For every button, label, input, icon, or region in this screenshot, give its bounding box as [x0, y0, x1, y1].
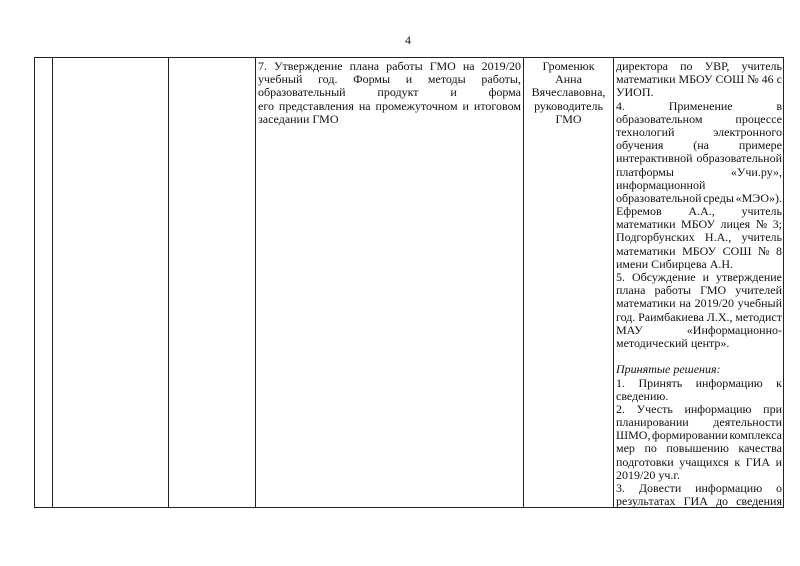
text-line-row: подготовки учащихся к ГИА и — [616, 454, 782, 469]
text-line: платформы «Учи.ру», — [616, 164, 782, 179]
text-line-row: 3. Довести информацию о — [616, 481, 782, 495]
column-divider — [255, 58, 256, 507]
text-line: Подгорбунских Н.А., учитель — [616, 230, 782, 245]
text-line: мер по повышению качества — [616, 441, 782, 456]
text-line-row: платформы «Учи.ру», — [616, 164, 782, 179]
text-line-row: математики МБОУ СОШ № 46 с — [616, 72, 782, 87]
text-line-row: 7. Утверждение плана работы ГМО на 2019/… — [258, 59, 521, 73]
text-line: директора по УВР, учитель — [616, 59, 782, 73]
text-line-row: мер по повышению качества — [616, 442, 782, 455]
text-line: сведению. — [616, 388, 669, 403]
text-line: методический центр». — [616, 335, 730, 350]
text-line-row: директора по УВР, учитель — [616, 59, 782, 73]
text-line-row: МАУ «Информационно- — [616, 322, 782, 337]
text-line-row: сведению. — [616, 388, 782, 403]
text-line-row: Ефремов А.А., учитель — [616, 204, 782, 219]
text-line-row: Анна — [524, 72, 613, 87]
text-line-row: 5. Обсуждение и утверждение — [616, 270, 782, 284]
text-line-row: ШМО, формировании комплекса — [616, 429, 782, 442]
column-divider — [523, 58, 524, 507]
text-line: 5. Обсуждение и утверждение — [616, 270, 782, 284]
text-line-row: математики МБОУ лицея № 3; — [616, 218, 782, 231]
result-cell: директора по УВР, учитель математики МБОУ… — [616, 59, 782, 509]
text-line: его представления на промежуточном и ито… — [258, 98, 521, 113]
text-line-row: математики МБОУ СОШ № 8 — [616, 243, 782, 258]
text-line-row: 1. Принять информацию к — [616, 375, 782, 390]
text-line: Вячеславовна, — [531, 85, 606, 100]
text-line-row: образовательной среды «МЭО»). — [616, 190, 782, 205]
text-line: Громенюк — [542, 59, 595, 73]
text-line: Ефремов А.А., учитель — [616, 204, 782, 219]
text-line: математики МБОУ лицея № 3; — [616, 217, 782, 232]
text-line: плана работы ГМО учителей — [616, 283, 782, 298]
minutes-table: 7. Утверждение плана работы ГМО на 2019/… — [34, 57, 784, 508]
text-line-row: ГМО — [524, 111, 613, 126]
text-line-row: технологий электронного — [616, 124, 782, 139]
column-divider — [168, 58, 169, 507]
text-line-row: образовательный продукт и форма — [258, 86, 521, 99]
text-line-row: информационной — [616, 177, 782, 192]
text-line-row: Подгорбунских Н.А., учитель — [616, 231, 782, 244]
text-line: учебный год. Формы и методы работы, — [258, 72, 521, 87]
text-line-row: математики на 2019/20 учебный — [616, 297, 782, 310]
text-line-row: учебный год. Формы и методы работы, — [258, 72, 521, 87]
text-line: УИОП. — [616, 85, 654, 100]
text-line-row: 2019/20 уч.г. — [616, 467, 782, 482]
text-line-row: плана работы ГМО учителей — [616, 283, 782, 298]
text-line: образовательный продукт и форма — [258, 85, 521, 100]
text-line-row: 2. Учесть информацию при — [616, 401, 782, 416]
text-line: математики МБОУ СОШ № 8 — [616, 243, 782, 258]
text-line: МАУ «Информационно- — [616, 322, 782, 337]
text-line-row: УИОП. — [616, 86, 782, 99]
text-line-row: его представления на промежуточном и ито… — [258, 98, 521, 113]
text-line: обучения (на примере — [616, 138, 782, 153]
text-line: 7. Утверждение плана работы ГМО на 2019/… — [258, 59, 521, 73]
text-line: планировании деятельности — [616, 415, 782, 430]
text-line: ШМО, формировании комплекса — [616, 428, 782, 443]
text-line-row: обучения (на примере — [616, 138, 782, 153]
text-line: математики на 2019/20 учебный — [616, 296, 782, 311]
page-number: 4 — [405, 33, 411, 47]
text-line: подготовки учащихся к ГИА и — [616, 454, 782, 469]
text-line: информационной — [616, 177, 706, 192]
text-line: заседании ГМО — [258, 111, 339, 126]
text-line: 3. Довести информацию о — [616, 481, 782, 495]
text-line: 2019/20 уч.г. — [616, 467, 680, 482]
text-line: ГМО — [555, 111, 582, 126]
text-line: 1. Принять информацию к — [616, 375, 782, 390]
agenda-topic-cell: 7. Утверждение плана работы ГМО на 2019/… — [258, 59, 521, 126]
text-line: математики МБОУ СОШ № 46 с — [616, 72, 782, 87]
text-line-row: Принятые решения: — [616, 363, 782, 376]
text-line: 2. Учесть информацию при — [616, 401, 782, 416]
text-line-row: год. Раимбакиева Л.Х., методист — [616, 309, 782, 324]
text-line: результатах ГИА до сведения — [616, 494, 782, 509]
text-line-row: руководитель — [524, 98, 613, 113]
column-divider — [613, 58, 614, 507]
text-line: интерактивной образовательной — [616, 151, 782, 166]
text-line: 4. Применение в — [616, 98, 782, 113]
text-line: год. Раимбакиева Л.Х., методист — [616, 309, 782, 324]
text-line-row: методический центр». — [616, 335, 782, 350]
text-line: руководитель — [534, 98, 603, 113]
text-line-row: 4. Применение в — [616, 98, 782, 113]
text-line-row: образовательном процессе — [616, 111, 782, 126]
responsible-cell: Громенюк Анна Вячеславовна, руководитель ГМО — [524, 59, 613, 126]
text-line: Анна — [555, 72, 582, 87]
text-line: Принятые решения: — [616, 362, 721, 377]
text-line-row: Громенюк — [524, 59, 613, 73]
text-line: образовательной среды «МЭО»). — [616, 190, 782, 205]
text-line: имени Сибирцева А.Н. — [616, 256, 734, 271]
text-line-row: интерактивной образовательной — [616, 152, 782, 165]
text-line-row: заседании ГМО — [258, 111, 521, 126]
text-line-row: Вячеславовна, — [524, 86, 613, 99]
text-line-row: имени Сибирцева А.Н. — [616, 256, 782, 271]
text-line-row: результатах ГИА до сведения — [616, 494, 782, 509]
column-divider — [52, 58, 53, 507]
text-line: образовательном процессе — [616, 111, 782, 126]
text-line-row: планировании деятельности — [616, 415, 782, 430]
text-line: технологий электронного — [616, 124, 782, 139]
